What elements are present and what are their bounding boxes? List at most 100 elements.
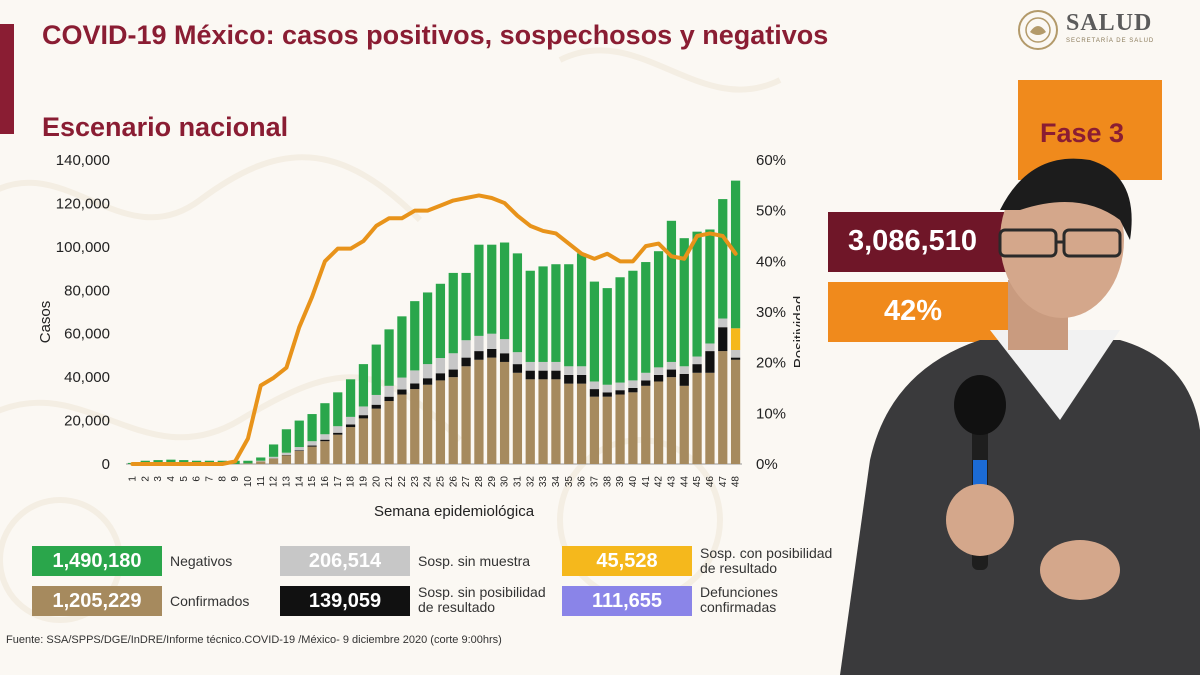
bar-sosp-sin-posibilidad-de-resultado-15 (307, 445, 317, 447)
bar-sosp-sin-posibilidad-de-resultado-41 (641, 380, 651, 386)
cases-chart: 0 20,000 40,000 60,000 80,000 100,000 120,000 1… (37, 152, 800, 520)
bar-confirmados-24 (422, 384, 433, 464)
x-tick-label: 25 (435, 476, 446, 488)
x-tick-label: 23 (410, 476, 421, 488)
bar-sosp-sin-muestra-43 (666, 361, 677, 370)
bar-confirmados-13 (281, 455, 292, 464)
bar-negativos-46 (705, 229, 715, 344)
bar-confirmados-41 (641, 385, 651, 464)
bar-sosp-sin-muestra-23 (410, 370, 420, 384)
bar-sosp-sin-posibilidad-de-resultado-24 (422, 378, 433, 385)
legend-swatch-confirmados: 1,205,229 (32, 586, 162, 616)
bar-sosp-sin-muestra-44 (679, 366, 689, 374)
bar-sosp-sin-muestra-24 (422, 364, 433, 379)
logo-text: SALUD (1066, 10, 1153, 36)
bar-confirmados-14 (294, 450, 304, 464)
bar-negativos-42 (653, 251, 664, 368)
bar-negativos-25 (435, 283, 446, 359)
bar-sosp-sin-posibilidad-de-resultado-43 (666, 369, 677, 378)
legend-swatch-sosp-sin-posibilidad: 139,059 (280, 586, 410, 616)
bar-sosp-con-posibilidad-de-resultado-48 (730, 328, 741, 350)
bar-confirmados-32 (525, 379, 535, 464)
bar-sosp-sin-muestra-41 (641, 372, 651, 381)
legend-label-defunciones: Defunciones confirmadas (700, 584, 778, 615)
bar-sosp-sin-posibilidad-de-resultado-44 (679, 373, 689, 386)
presenter-photo (840, 158, 1200, 675)
bar-sosp-sin-posibilidad-de-resultado-25 (435, 373, 446, 381)
bar-negativos-29 (487, 244, 497, 334)
bar-sosp-sin-muestra-21 (384, 385, 394, 397)
x-tick-label: 28 (474, 476, 485, 488)
bar-sosp-sin-muestra-20 (371, 394, 381, 405)
positividad-line (130, 193, 738, 466)
legend-value-sosp-sin-muestra: 206,514 (308, 550, 382, 572)
x-tick-label: 30 (500, 476, 511, 488)
bar-negativos-36 (576, 253, 587, 367)
bar-confirmados-11 (256, 461, 266, 464)
bar-negativos-17 (333, 392, 343, 427)
bar-sosp-sin-muestra-45 (692, 356, 702, 365)
bar-confirmados-28 (474, 359, 484, 464)
bar-sosp-sin-posibilidad-de-resultado-36 (576, 374, 587, 384)
x-tick-label: 8 (217, 476, 228, 482)
x-tick-label: 26 (448, 476, 459, 488)
bar-negativos-32 (525, 270, 535, 362)
legend-label-sosp-sin-posibilidad: Sosp. sin posibilidad de resultado (418, 584, 546, 615)
y2-tick-label: 0% (756, 456, 778, 473)
bar-sosp-sin-posibilidad-de-resultado-27 (461, 357, 471, 367)
bar-sosp-sin-posibilidad-de-resultado-40 (628, 388, 638, 393)
bar-sosp-sin-posibilidad-de-resultado-35 (564, 374, 574, 384)
y2-tick-label: 50% (756, 203, 786, 220)
legend-label-confirmados: Confirmados (170, 593, 250, 609)
bar-negativos-12 (268, 444, 279, 457)
x-tick-label: 44 (679, 476, 690, 488)
x-tick-label: 18 (346, 476, 357, 488)
x-tick-label: 17 (333, 476, 344, 488)
x-tick-label: 47 (718, 476, 729, 488)
y-tick-label: 60,000 (64, 326, 110, 343)
bar-confirmados-25 (435, 380, 446, 464)
bar-sosp-sin-muestra-27 (461, 340, 471, 358)
bar-negativos-4 (166, 459, 176, 464)
legend-swatch-defunciones: 111,655 (562, 586, 692, 616)
bar-negativos-24 (422, 292, 433, 365)
bar-sosp-sin-posibilidad-de-resultado-28 (474, 351, 484, 360)
logo-subtext: SECRETARÍA DE SALUD (1066, 38, 1155, 44)
total-cases-value: 3,086,510 (848, 225, 978, 257)
bar-sosp-sin-muestra-11 (256, 460, 266, 462)
bar-confirmados-34 (551, 379, 561, 464)
y2-tick-label: 40% (756, 253, 786, 270)
x-tick-label: 34 (551, 476, 562, 488)
bar-sosp-sin-posibilidad-de-resultado-26 (448, 369, 458, 378)
bar-sosp-sin-muestra-32 (525, 361, 535, 371)
bar-sosp-sin-muestra-48 (730, 350, 741, 358)
x-tick-label: 27 (461, 476, 472, 488)
legend-value-confirmados: 1,205,229 (52, 590, 142, 612)
bar-confirmados-17 (333, 434, 343, 464)
bar-sosp-sin-muestra-18 (345, 416, 356, 425)
bar-confirmados-47 (718, 351, 728, 464)
bar-confirmados-36 (576, 383, 587, 464)
bar-sosp-sin-muestra-38 (602, 384, 612, 393)
bar-negativos-14 (294, 420, 304, 448)
bar-negativos-44 (679, 238, 689, 367)
bar-negativos-19 (358, 364, 369, 407)
bar-sosp-sin-muestra-35 (564, 366, 574, 375)
bar-negativos-16 (320, 403, 330, 435)
bar-negativos-30 (499, 242, 510, 340)
bar-sosp-sin-muestra-13 (281, 452, 292, 455)
bar-sosp-sin-posibilidad-de-resultado-14 (294, 450, 304, 451)
bar-confirmados-21 (384, 401, 394, 464)
bar-sosp-sin-muestra-47 (718, 318, 728, 328)
x-tick-label: 46 (705, 476, 716, 488)
bar-sosp-sin-posibilidad-de-resultado-32 (525, 370, 535, 380)
bar-confirmados-38 (602, 396, 612, 464)
bar-negativos-22 (397, 316, 407, 378)
y2-axis-label: Positividad (791, 296, 800, 369)
bar-confirmados-20 (371, 408, 381, 464)
x-tick-label: 12 (269, 476, 280, 488)
x-tick-label: 35 (564, 476, 575, 488)
bar-sosp-sin-muestra-40 (628, 380, 638, 388)
legend-label-negativos: Negativos (170, 553, 233, 569)
bar-confirmados-48 (730, 359, 741, 464)
